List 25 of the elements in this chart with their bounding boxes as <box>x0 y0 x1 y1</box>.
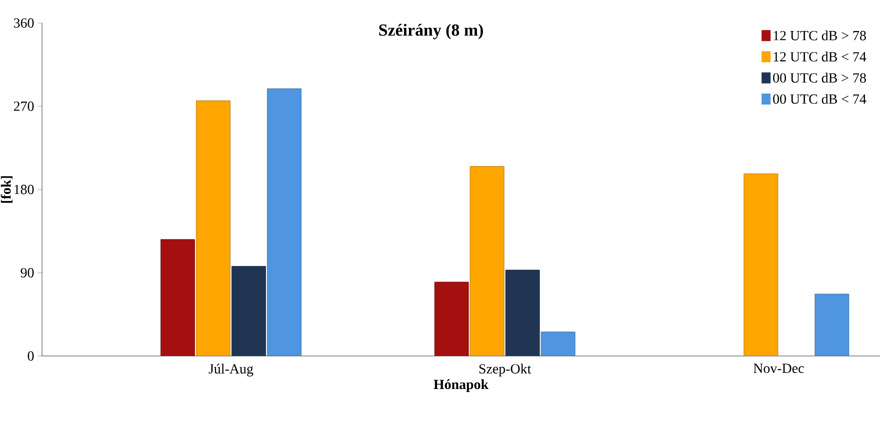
chart-title: Széirány (8 m) <box>379 24 483 40</box>
y-tick-label: 360 <box>14 18 34 28</box>
bar <box>744 174 778 356</box>
bar <box>267 88 302 356</box>
bar <box>232 266 266 356</box>
y-tick-label: 0 <box>28 351 34 361</box>
x-tick-label: Szep-Okt <box>479 364 532 376</box>
legend-label: 00 UTC dB < 74 <box>773 94 866 104</box>
bar <box>814 294 850 356</box>
bar <box>196 100 230 356</box>
y-axis-title: [fok] <box>0 176 12 203</box>
legend-label: 12 UTC dB > 78 <box>774 30 866 40</box>
x-axis-title: Hónapok <box>434 379 489 392</box>
bar <box>470 166 504 356</box>
legend-label: 00 UTC dB > 78 <box>773 72 866 83</box>
bar <box>505 270 540 356</box>
legend-label: 12 UTC dB < 74 <box>774 52 866 62</box>
x-tick-label: Júl-Aug <box>208 364 254 376</box>
bar <box>160 239 195 356</box>
y-tick-label: 270 <box>14 102 34 111</box>
bar <box>434 282 469 356</box>
bar <box>540 332 576 356</box>
y-tick-label: 180 <box>14 184 34 194</box>
x-tick-label: Nov-Dec <box>754 364 804 374</box>
y-tick-label: 90 <box>20 268 34 278</box>
